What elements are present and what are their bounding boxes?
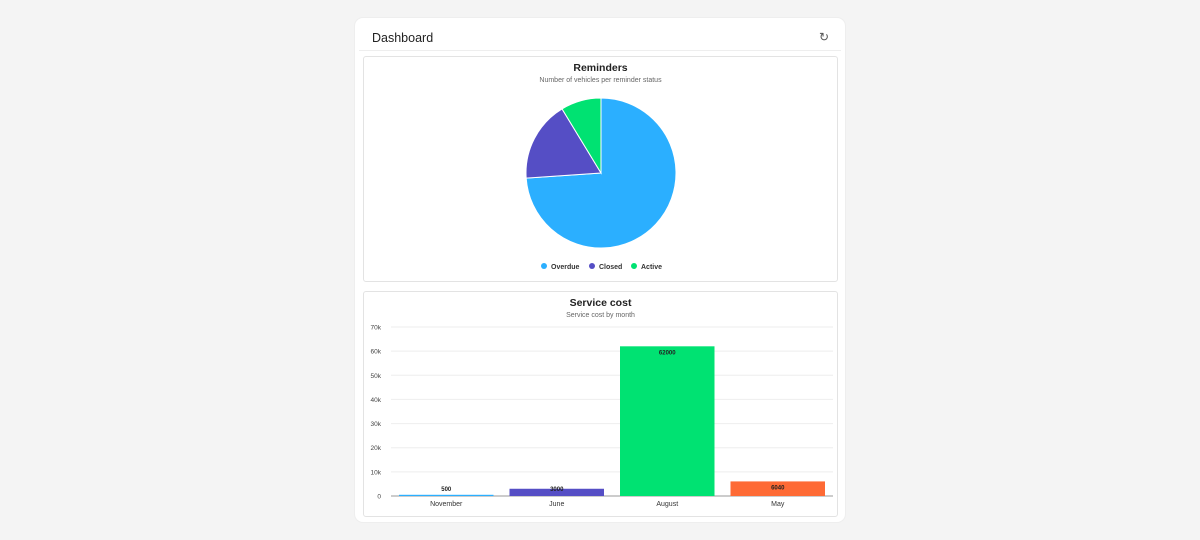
legend-item-active[interactable]: Active — [641, 264, 662, 271]
dashboard-card: Dashboard ↻ Reminders Number of vehicles… — [355, 18, 845, 522]
x-tick-label: August — [656, 501, 678, 508]
legend-item-closed[interactable]: Closed — [599, 264, 622, 271]
pie-slice-active[interactable] — [561, 97, 602, 175]
y-tick-label: 70k — [371, 325, 382, 332]
reminders-panel: Reminders Number of vehicles per reminde… — [363, 56, 838, 282]
y-tick-label: 40k — [371, 397, 382, 404]
bar-june[interactable] — [509, 488, 605, 496]
chart-subtitle: Service cost by month — [566, 312, 635, 319]
y-tick-label: 20k — [371, 445, 382, 452]
bar-august[interactable] — [620, 346, 715, 496]
pie-chart: Overdue Closed Active — [525, 97, 677, 271]
bar-may[interactable] — [730, 481, 826, 496]
bar-chart: 0 10k 20k 30k 40k 50k 60k 70k 500 November 3000 Jun… — [371, 325, 833, 508]
page-title: Dashboard — [372, 31, 434, 45]
y-tick-label: 0 — [377, 494, 381, 501]
y-tick-label: 30k — [371, 421, 382, 428]
service-cost-panel: Service cost Service cost by month 0 10k 2… — [363, 291, 838, 517]
legend-item-overdue[interactable]: Overdue — [551, 264, 580, 271]
legend-marker — [541, 263, 547, 269]
pie-slice-closed[interactable] — [525, 108, 602, 179]
data-label: 6040 — [771, 485, 785, 491]
y-tick-label: 10k — [371, 469, 382, 476]
x-tick-label: June — [549, 501, 564, 508]
dashboard-header: Dashboard ↻ — [359, 24, 841, 51]
legend-marker — [631, 263, 637, 269]
x-tick-label: May — [771, 501, 785, 508]
data-label: 500 — [441, 487, 452, 493]
bar-november[interactable] — [399, 494, 494, 496]
refresh-icon[interactable]: ↻ — [818, 30, 829, 44]
chart-title: Reminders — [573, 62, 628, 74]
legend-marker — [589, 263, 595, 269]
data-label: 62000 — [659, 350, 676, 356]
chart-subtitle: Number of vehicles per reminder status — [539, 77, 662, 84]
y-tick-label: 60k — [371, 349, 382, 356]
x-tick-label: November — [430, 501, 463, 508]
y-tick-label: 50k — [371, 373, 382, 380]
data-label: 3000 — [550, 487, 564, 493]
chart-title: Service cost — [569, 297, 632, 309]
